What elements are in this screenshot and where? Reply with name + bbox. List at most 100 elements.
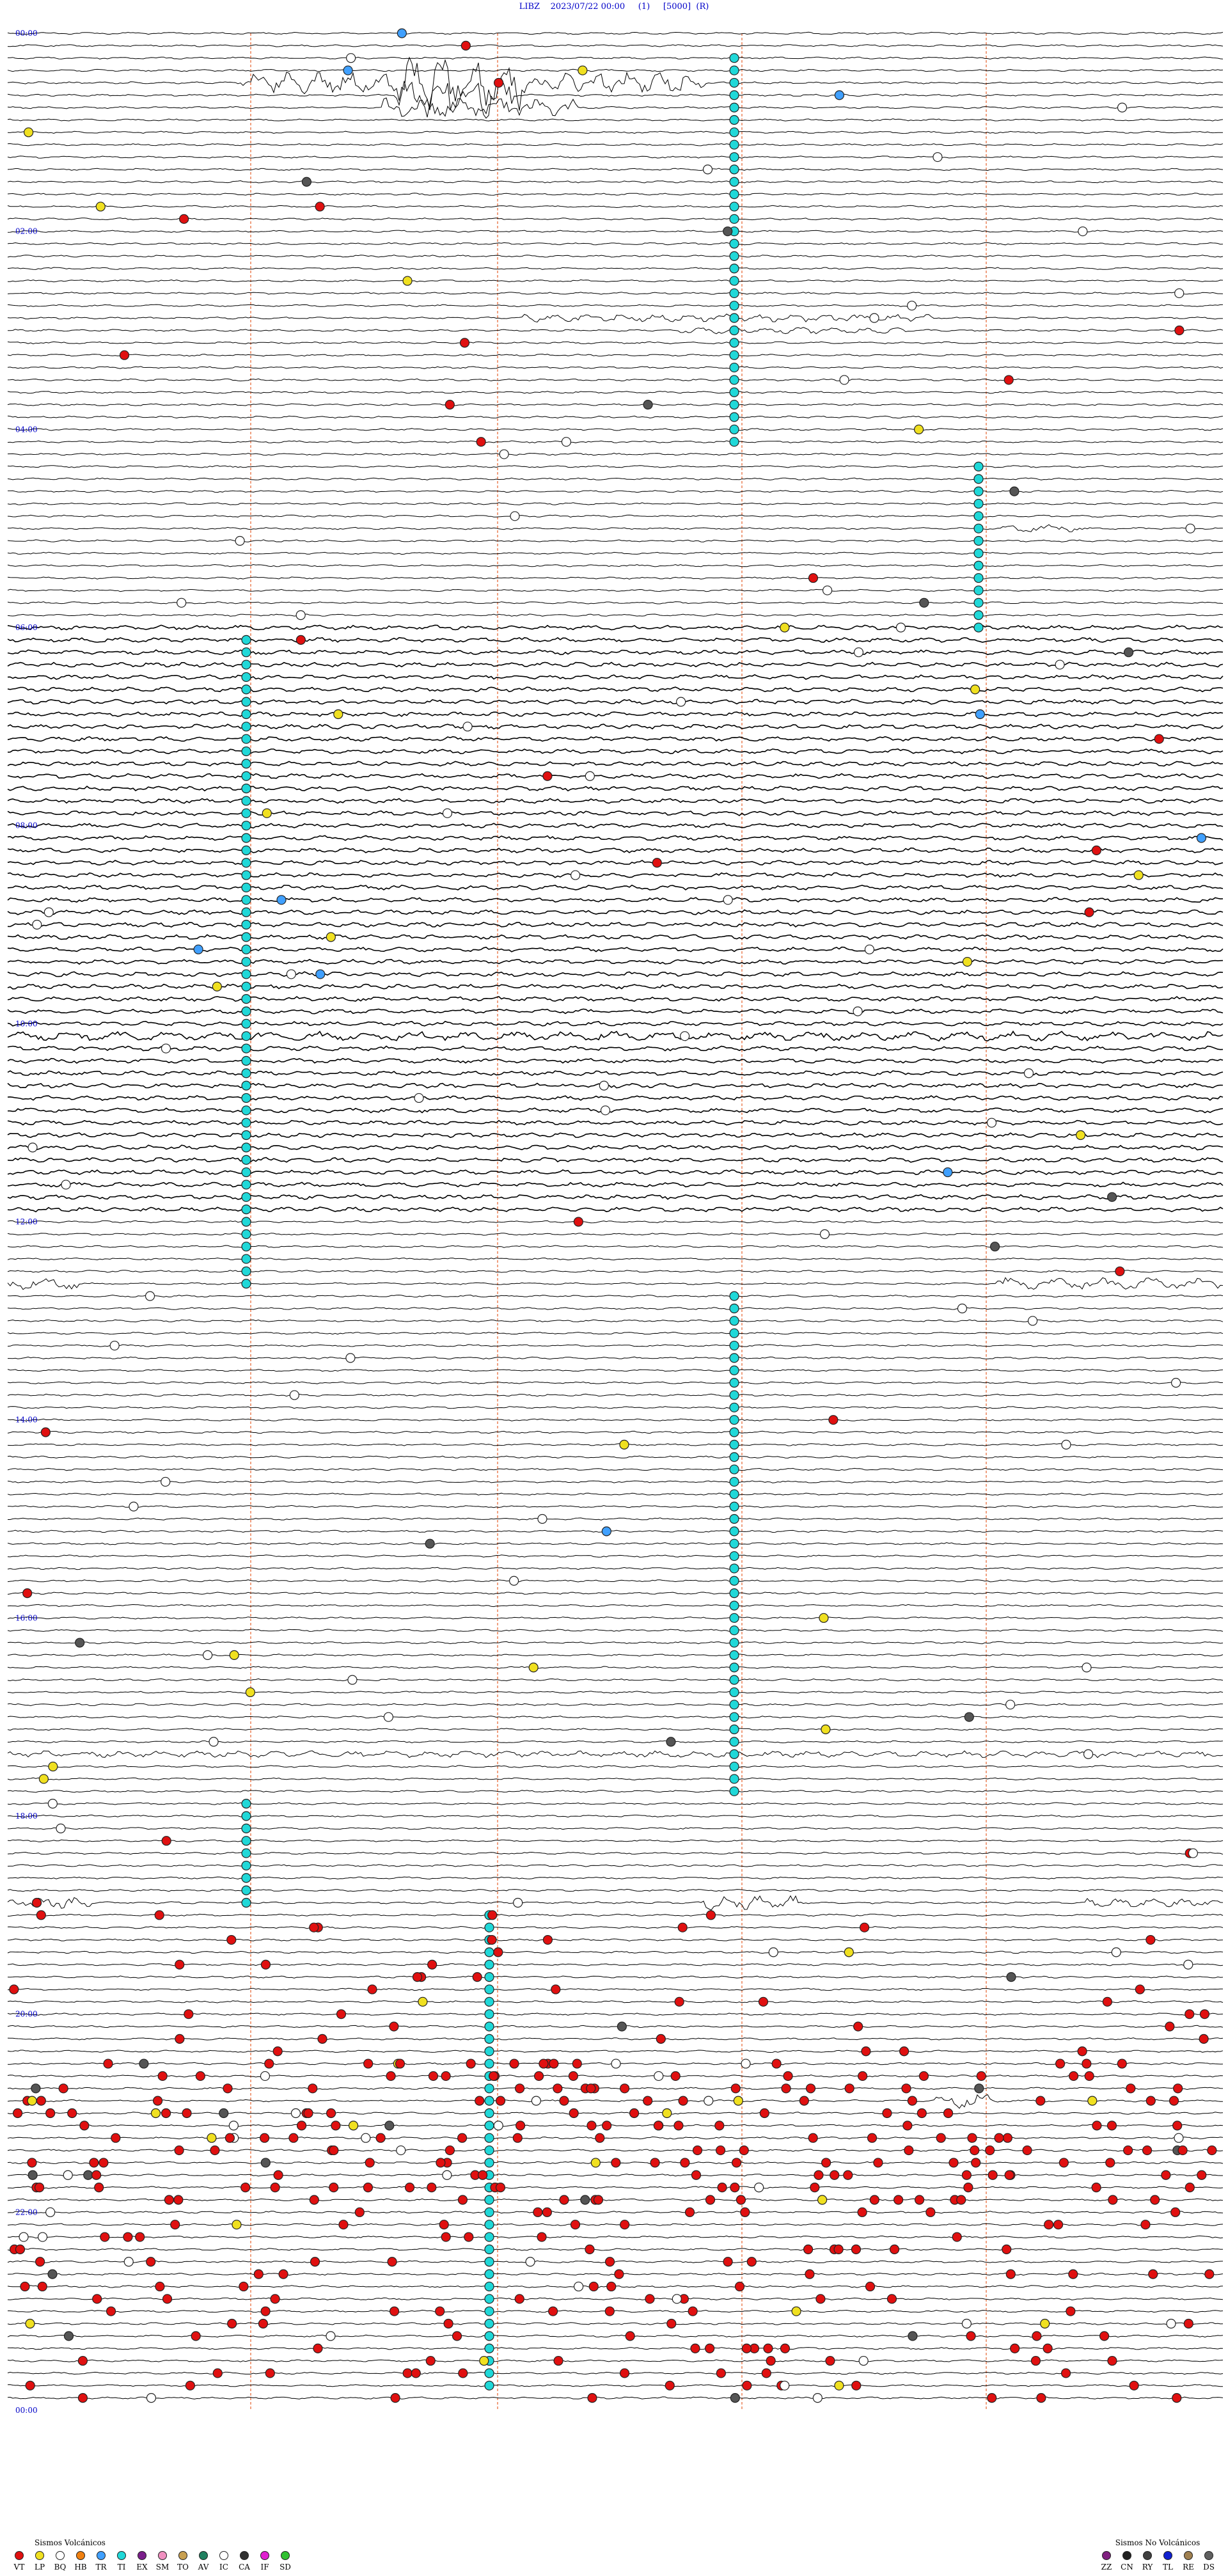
bq-dot-icon [56, 2551, 65, 2560]
event-marker-dot [973, 585, 984, 596]
event-marker-dot [484, 2021, 494, 2032]
event-marker-dot [43, 907, 54, 917]
seismogram-trace [7, 551, 1224, 555]
event-marker-dot [173, 2195, 184, 2205]
event-marker-dot [1174, 2133, 1184, 2143]
event-marker-dot [260, 2133, 270, 2143]
seismogram-trace [7, 44, 1224, 47]
time-label: 02:00 [15, 227, 38, 236]
event-marker-dot [241, 1118, 251, 1128]
event-marker-dot [1087, 2096, 1098, 2106]
legend-code: IF [260, 2563, 269, 2572]
legend-code: DS [1203, 2563, 1215, 2572]
seismogram-trace [7, 168, 1224, 171]
event-marker-dot [1082, 1663, 1092, 1673]
event-marker-dot [1059, 2158, 1069, 2168]
seismogram-trace [7, 1592, 1224, 1595]
event-marker-dot [484, 2343, 494, 2353]
seismogram-trace [7, 292, 1224, 295]
seismogram-trace [8, 1517, 1224, 1521]
event-marker-dot [1043, 2343, 1053, 2353]
seismogram-trace [7, 2384, 1223, 2387]
event-marker-dot [308, 2083, 318, 2094]
event-marker-dot [859, 1922, 870, 1932]
seismogram-trace [7, 1529, 1224, 1533]
event-marker-dot [241, 907, 251, 917]
event-marker-dot [484, 2306, 494, 2316]
event-marker-dot [973, 622, 984, 633]
event-marker-dot [973, 486, 984, 496]
event-marker-dot [729, 1737, 739, 1747]
event-marker-dot [336, 2009, 347, 2019]
event-marker-dot [241, 1031, 251, 1041]
event-marker-dot [729, 325, 739, 336]
mode-value: (R) [696, 2, 709, 12]
event-marker-dot [1107, 1192, 1117, 1202]
event-marker-dot [402, 2368, 413, 2378]
event-marker-dot [973, 461, 984, 471]
event-marker-dot [729, 1353, 739, 1363]
event-marker-dot [674, 1996, 684, 2007]
seismogram-trace [7, 180, 1224, 184]
event-marker-dot [174, 2145, 184, 2156]
legend-volcanic-ti: TI [111, 2551, 132, 2572]
event-marker-dot [510, 511, 520, 521]
event-marker-dot [595, 2133, 605, 2143]
event-marker-dot [531, 2096, 541, 2106]
event-marker-dot [427, 2183, 437, 2193]
seismogram-trace [7, 1307, 1224, 1310]
sd-dot-icon [281, 2551, 290, 2560]
seismogram-trace [7, 1020, 1224, 1027]
seismogram-trace [7, 2173, 1223, 2177]
seismogram-trace [7, 823, 1224, 829]
event-marker-dot [286, 969, 296, 979]
event-marker-dot [241, 746, 251, 757]
event-marker-dot [315, 969, 326, 979]
seismogram-trace [8, 279, 1224, 283]
seismogram-trace [7, 1082, 1224, 1089]
hb-dot-icon [76, 2551, 85, 2560]
event-marker-dot [723, 2257, 733, 2267]
event-marker-dot [425, 1538, 435, 1549]
event-marker-dot [495, 2183, 506, 2193]
event-marker-dot [729, 77, 739, 88]
event-marker-dot [443, 2318, 453, 2329]
event-marker-dot [484, 2096, 494, 2106]
event-marker-dot [493, 2121, 503, 2131]
seismogram-trace [7, 1740, 1224, 1744]
event-marker-dot [1150, 2195, 1160, 2205]
event-marker-dot [262, 808, 272, 818]
event-marker-dot [729, 1427, 739, 1437]
event-marker-dot [907, 2096, 917, 2106]
event-marker-dot [232, 2220, 242, 2230]
event-marker-dot [692, 2145, 703, 2156]
time-label: 16:00 [15, 1613, 38, 1622]
tl-dot-icon [1163, 2551, 1172, 2560]
legend-nonvolcanic-zz: ZZ [1096, 2551, 1117, 2572]
event-marker-dot [528, 1663, 539, 1673]
event-marker-dot [109, 1340, 120, 1351]
event-marker-dot [601, 1526, 611, 1537]
event-marker-dot [123, 2257, 134, 2267]
seismogram-trace [7, 242, 1224, 246]
seismogram-trace [7, 2223, 1224, 2226]
seismogram-trace [7, 636, 1224, 643]
event-marker-dot [273, 2170, 283, 2180]
event-marker-dot [347, 1675, 358, 1685]
event-marker-dot [315, 201, 325, 212]
event-marker-dot [270, 2294, 280, 2304]
seismogram-trace [7, 748, 1224, 755]
event-marker-dot [241, 709, 251, 720]
event-marker-dot [25, 2380, 35, 2390]
event-marker-dot [1183, 1959, 1193, 1970]
event-marker-dot [387, 2257, 397, 2267]
event-marker-dot [729, 239, 739, 249]
event-marker-dot [343, 65, 353, 75]
event-marker-dot [705, 1910, 716, 1920]
event-marker-dot [729, 189, 739, 200]
event-marker-dot [272, 2046, 283, 2057]
event-marker-dot [509, 2058, 519, 2069]
seismogram-trace [7, 2260, 1224, 2264]
event-marker-dot [539, 2058, 549, 2069]
event-marker-dot [729, 387, 739, 397]
